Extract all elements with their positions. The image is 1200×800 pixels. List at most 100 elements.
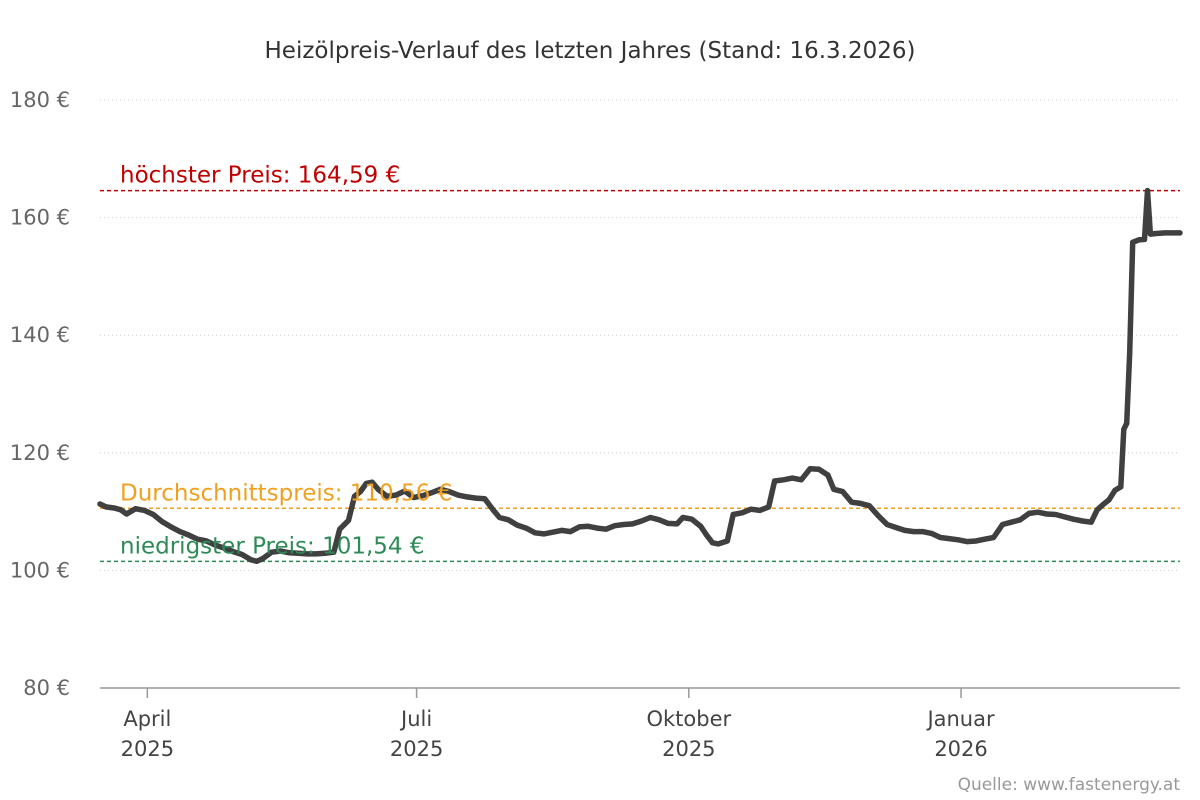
y-tick-label-80: 80 €: [23, 676, 70, 700]
data-point-91: [849, 499, 855, 505]
y-axis-ticks: 80 € 100 € 120 € 140 € 160 € 180 €: [10, 88, 70, 700]
x-axis: April 2025 Juli 2025 Oktober 2025 Januar 2026: [100, 687, 1180, 761]
data-point-107: [991, 535, 997, 540]
data-point-47: [482, 496, 488, 502]
x-tick-month-3: Januar: [925, 707, 995, 731]
reference-label-2: niedrigster Preis: 101,54 €: [120, 533, 425, 559]
data-point-58: [576, 524, 582, 530]
data-point-108: [1000, 522, 1005, 527]
data-point-41: [428, 490, 434, 496]
data-point-6: [141, 507, 147, 513]
data-point-63: [621, 522, 627, 527]
data-point-62: [612, 523, 618, 529]
data-point-74: [710, 540, 715, 546]
data-point-55: [550, 529, 556, 535]
data-point-75: [715, 541, 721, 547]
data-point-22: [278, 548, 283, 554]
data-point-122: [1112, 487, 1118, 493]
data-point-84: [789, 475, 795, 481]
data-point-76: [724, 538, 730, 544]
data-point-98: [911, 529, 917, 535]
data-point-52: [523, 525, 529, 531]
data-point-65: [639, 518, 644, 524]
data-point-2: [112, 505, 118, 511]
y-tick-label-100: 100 €: [10, 558, 70, 582]
data-point-105: [973, 538, 979, 544]
x-tick-month-2: Oktober: [646, 707, 731, 731]
data-point-49: [497, 515, 502, 520]
data-point-129: [1142, 236, 1147, 242]
data-point-94: [875, 513, 881, 519]
data-point-36: [384, 493, 390, 499]
data-point-110: [1017, 517, 1023, 523]
data-point-59: [585, 523, 591, 529]
reference-labels: höchster Preis: 164,59 € Durchschnittspre…: [120, 163, 452, 560]
chart-title: Heizölpreis-Verlauf des letzten Jahres (…: [265, 38, 916, 64]
data-point-48: [491, 507, 496, 513]
data-point-85: [798, 477, 804, 483]
data-point-133: [1162, 230, 1168, 236]
data-point-80: [757, 507, 763, 513]
data-point-30: [346, 517, 351, 523]
data-point-123: [1118, 484, 1124, 490]
data-point-103: [955, 537, 961, 543]
data-point-33: [363, 480, 369, 486]
data-point-13: [204, 538, 209, 544]
series-area: [97, 187, 1183, 565]
data-point-20: [260, 556, 266, 562]
data-point-44: [455, 492, 461, 498]
data-point-15: [221, 545, 227, 551]
y-tick-label-140: 140 €: [10, 323, 70, 347]
data-point-42: [437, 486, 443, 492]
data-point-113: [1044, 511, 1050, 517]
data-point-106: [982, 536, 988, 542]
data-point-111: [1026, 510, 1032, 516]
data-point-18: [248, 557, 254, 563]
data-point-54: [541, 531, 547, 537]
data-point-1: [103, 504, 109, 510]
data-point-14: [212, 542, 218, 548]
data-point-130: [1145, 188, 1150, 194]
data-point-24: [295, 550, 301, 556]
data-point-53: [532, 530, 538, 536]
data-point-66: [647, 515, 653, 520]
data-point-93: [866, 503, 872, 509]
x-tick-month-1: Juli: [399, 707, 432, 731]
data-point-67: [656, 517, 662, 523]
data-point-119: [1094, 507, 1100, 513]
data-point-90: [840, 489, 846, 495]
data-point-56: [559, 527, 565, 533]
data-point-102: [946, 536, 952, 542]
x-tick-year-2: 2025: [662, 737, 715, 761]
data-point-16: [230, 549, 236, 555]
source-credit: Quelle: www.fastenergy.at: [958, 775, 1181, 795]
data-point-78: [739, 510, 745, 516]
data-point-109: [1008, 519, 1014, 525]
data-point-4: [124, 511, 130, 517]
data-point-72: [698, 523, 704, 529]
data-point-51: [514, 522, 520, 528]
data-point-34: [369, 479, 375, 485]
data-point-45: [464, 494, 470, 500]
data-point-121: [1106, 497, 1112, 503]
data-point-37: [393, 492, 399, 498]
data-point-43: [446, 489, 452, 495]
data-point-99: [920, 529, 926, 535]
data-point-17: [239, 552, 245, 557]
data-point-19: [254, 558, 260, 564]
x-tick-year-1: 2025: [390, 737, 443, 761]
data-point-29: [337, 526, 343, 532]
x-tick-year-0: 2025: [121, 737, 174, 761]
data-point-50: [505, 517, 511, 523]
data-point-73: [704, 532, 710, 538]
data-point-97: [902, 527, 908, 533]
data-point-96: [893, 525, 899, 530]
data-point-23: [286, 550, 292, 556]
data-point-124: [1121, 426, 1127, 432]
reference-label-1: Durchschnittspreis: 110,56 €: [120, 480, 452, 506]
data-point-114: [1053, 512, 1059, 517]
reference-lines: [100, 189, 1180, 563]
data-point-35: [375, 486, 381, 492]
data-point-8: [159, 519, 165, 525]
